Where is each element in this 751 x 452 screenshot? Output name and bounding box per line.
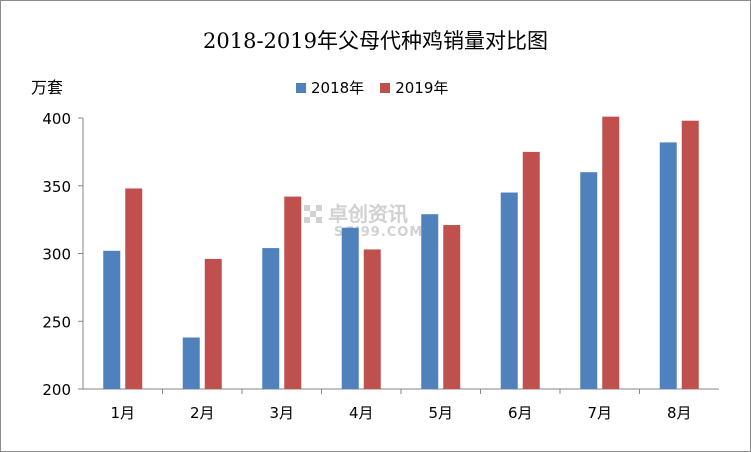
x-tick-label: 2月 [190, 404, 215, 422]
bar-2019年-4月 [363, 249, 381, 389]
bar-2019年-1月 [125, 188, 143, 389]
legend-swatch-2018 [296, 82, 306, 93]
x-tick-label: 8月 [667, 404, 692, 422]
y-tick-label: 300 [42, 246, 71, 264]
chart-legend: 2018年 2019年 [296, 77, 464, 98]
chart-title: 2018-2019年父母代种鸡销量对比图 [203, 29, 548, 53]
bar-2019年-3月 [284, 196, 302, 389]
bar-2018年-1月 [103, 250, 121, 389]
watermark-text: 卓创资讯 [328, 202, 408, 226]
bar-2019年-5月 [443, 225, 461, 389]
bar-2018年-2月 [182, 337, 200, 389]
x-tick-label: 5月 [428, 404, 453, 422]
legend-item-2018: 2018年 [296, 77, 364, 98]
x-tick-label: 4月 [349, 404, 374, 422]
y-tick-label: 200 [42, 381, 71, 399]
y-tick-label: 250 [42, 313, 71, 331]
bar-2018年-3月 [262, 248, 280, 389]
x-tick-label: 1月 [110, 404, 135, 422]
bar-2018年-8月 [659, 142, 677, 389]
bar-2019年-2月 [204, 258, 222, 389]
x-tick-label: 6月 [508, 404, 533, 422]
legend-item-2019: 2019年 [380, 77, 448, 98]
bar-2018年-4月 [341, 227, 359, 389]
watermark-logo-icon [304, 205, 322, 223]
y-axis-unit-label: 万套 [31, 78, 64, 97]
legend-label-2019: 2019年 [395, 79, 449, 97]
legend-label-2018: 2018年 [311, 79, 365, 97]
bar-2019年-7月 [602, 116, 620, 390]
y-tick-label: 400 [42, 110, 71, 128]
bar-2018年-7月 [580, 172, 598, 389]
x-tick-label: 3月 [269, 404, 294, 422]
bar-2018年-5月 [421, 214, 439, 389]
y-tick-label: 350 [42, 178, 71, 196]
x-tick-label: 7月 [587, 404, 612, 422]
bar-2019年-8月 [681, 120, 699, 390]
bar-2018年-6月 [500, 192, 518, 389]
legend-swatch-2019 [380, 82, 391, 93]
bar-2019年-6月 [522, 151, 540, 389]
